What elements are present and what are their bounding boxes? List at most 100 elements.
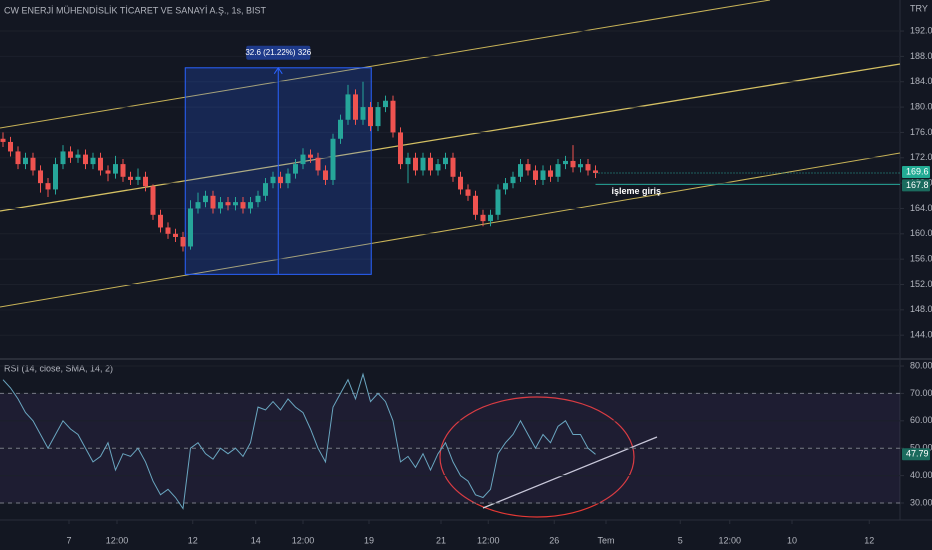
x-tick-label: 21 [436, 535, 446, 545]
candle-body [435, 164, 441, 171]
candle-body [525, 164, 531, 171]
y-tick-label: 156.0 [910, 254, 932, 264]
y-tick-label: 176.0 [910, 127, 932, 137]
candle-body [540, 170, 546, 180]
candle-body [315, 157, 321, 171]
candle-body [570, 160, 576, 168]
candle-body [105, 170, 111, 174]
candle-body [113, 164, 118, 174]
candle-body [23, 157, 28, 165]
candle-body [390, 100, 396, 133]
candle-body [135, 176, 141, 180]
y-tick-label: 144.0 [910, 330, 932, 340]
x-tick-label: 5 [678, 535, 683, 545]
candle-body [173, 233, 178, 237]
measure-arrow-head [273, 66, 283, 75]
candle-body [225, 202, 231, 206]
highlight-ellipse [439, 396, 635, 518]
candle-body [563, 160, 568, 165]
candle-body [375, 107, 381, 127]
x-tick-label: 12:00 [292, 535, 315, 545]
chart-title: CW ENERJİ MÜHENDİSLİK TİCARET VE SANAYİ … [4, 5, 267, 15]
candle-body [413, 157, 418, 171]
candle-body [458, 176, 463, 190]
candle-body [128, 176, 133, 180]
entry-label: işleme giriş [612, 186, 662, 196]
candle-body [45, 183, 51, 190]
candle-body [188, 208, 193, 247]
y-tick-label: 180.0 [910, 101, 932, 111]
candle-body [68, 151, 73, 158]
y-tick-label: 30.00 [910, 497, 932, 507]
channel-mid [0, 63, 901, 212]
candle-body [368, 107, 373, 127]
price-tag [902, 165, 930, 178]
candle-body [30, 157, 36, 171]
candle-body [503, 183, 508, 190]
candle-body [53, 164, 58, 190]
candle-body [555, 164, 561, 177]
candle-body [0, 138, 6, 142]
y-tick-label: 188.0 [910, 51, 932, 61]
candle-body [255, 195, 261, 203]
measure-label: 32.6 (21.22%) 326 [245, 48, 311, 57]
candle-body [360, 107, 366, 120]
candle-body [38, 170, 43, 184]
x-tick-label: 12 [188, 535, 198, 545]
candle-body [8, 141, 13, 152]
x-tick-label: 7 [66, 535, 71, 545]
candle-body [263, 183, 268, 196]
x-tick-label: 19 [364, 535, 374, 545]
y-tick-label: 50.00 [910, 443, 932, 453]
price-tag-label: 167.8 [906, 180, 929, 190]
candle-body [90, 157, 96, 165]
y-tick-label: 184.0 [910, 76, 932, 86]
candle-body [353, 94, 358, 120]
price-tag-label: 169.6 [906, 166, 929, 176]
rsi-drawings [439, 396, 658, 518]
candle-body [278, 176, 283, 184]
x-tick-label: 12:00 [106, 535, 129, 545]
candle-body [345, 94, 351, 120]
candle-body [480, 214, 486, 222]
y-tick-label: 164.0 [910, 203, 932, 213]
y-tick-label: 192.0 [910, 25, 932, 35]
candle-body [383, 100, 388, 108]
candle-body [98, 157, 103, 171]
x-tick-label: 12 [864, 535, 874, 545]
x-tick-label: 26 [549, 535, 559, 545]
price-tag [902, 179, 930, 192]
candle-body [233, 202, 238, 206]
candle-body [143, 176, 148, 187]
candle-body [405, 157, 411, 165]
candle-body [450, 157, 456, 177]
measure-label-box [246, 45, 311, 60]
candle-body [285, 173, 291, 184]
candle-body [203, 195, 208, 203]
candle-body [240, 202, 246, 209]
candle-body [323, 170, 328, 180]
y-tick-label: 80.00 [910, 360, 932, 370]
candle-body [510, 176, 516, 184]
y-tick-label: 70.00 [910, 388, 932, 398]
candle-body [83, 154, 88, 165]
candle-body [330, 138, 336, 180]
rsi-line [2, 372, 596, 510]
candle-body [338, 119, 343, 139]
y-tick-label: 40.00 [910, 470, 932, 480]
candle-body [533, 170, 538, 180]
candle-body [248, 202, 253, 209]
x-tick-label: 12:00 [718, 535, 741, 545]
candle-body [495, 189, 501, 215]
x-tick-label: 10 [787, 535, 797, 545]
candle-body [270, 176, 276, 184]
x-tick-label: Tem [597, 535, 614, 545]
candle-body [300, 154, 306, 165]
currency: TRY [910, 3, 928, 13]
y-tick-label: 148.0 [910, 304, 932, 314]
candle-body [60, 151, 66, 165]
y-tick-label: 152.0 [910, 279, 932, 289]
candle-body [75, 154, 81, 158]
